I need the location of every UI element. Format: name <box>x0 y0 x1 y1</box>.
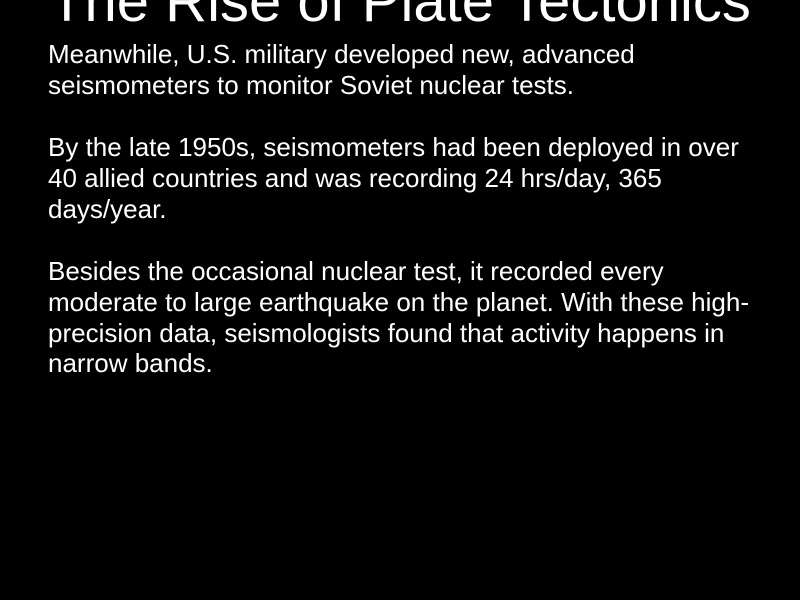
paragraph: Meanwhile, U.S. military developed new, … <box>48 39 752 100</box>
paragraph: By the late 1950s, seismometers had been… <box>48 132 752 224</box>
slide-body: Meanwhile, U.S. military developed new, … <box>48 39 752 379</box>
slide-title: The Rise of Plate Tectonics <box>48 0 752 33</box>
slide: The Rise of Plate Tectonics Meanwhile, U… <box>0 0 800 572</box>
paragraph: Besides the occasional nuclear test, it … <box>48 256 752 379</box>
